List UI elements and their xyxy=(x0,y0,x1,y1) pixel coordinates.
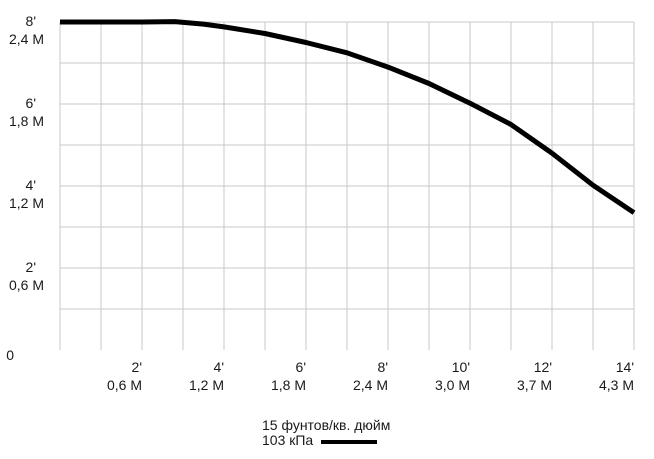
y-tick-label-ft: 0 xyxy=(6,347,14,363)
x-tick-label-m: 4,3 M xyxy=(599,377,634,393)
x-tick-label-ft: 4' xyxy=(214,359,224,375)
legend: 15 фунтов/кв. дюйм 103 кПа xyxy=(262,418,390,448)
x-tick-label-ft: 6' xyxy=(296,359,306,375)
y-tick-label-ft: 2' xyxy=(26,259,36,275)
y-tick-label-ft: 6' xyxy=(26,95,36,111)
y-tick-label-m: 1,2 M xyxy=(9,195,44,211)
x-tick-label-m: 3,7 M xyxy=(517,377,552,393)
y-tick-label-m: 0,6 M xyxy=(9,277,44,293)
x-tick-label-ft: 14' xyxy=(616,359,634,375)
x-tick-label-m: 3,0 M xyxy=(435,377,470,393)
x-tick-label-ft: 8' xyxy=(378,359,388,375)
y-tick-label-ft: 4' xyxy=(26,177,36,193)
legend-label-line1: 15 фунтов/кв. дюйм xyxy=(262,418,390,433)
x-tick-label-m: 1,8 M xyxy=(271,377,306,393)
x-tick-label-m: 1,2 M xyxy=(189,377,224,393)
y-tick-label-m: 1,8 M xyxy=(9,113,44,129)
y-tick-label-ft: 8' xyxy=(26,13,36,29)
x-tick-label-ft: 2' xyxy=(132,359,142,375)
y-tick-label-m: 2,4 M xyxy=(9,31,44,47)
legend-label-line2: 103 кПа xyxy=(262,433,313,448)
legend-swatch xyxy=(321,440,377,444)
x-tick-label-ft: 10' xyxy=(452,359,470,375)
x-tick-label-m: 0,6 M xyxy=(107,377,142,393)
x-tick-label-m: 2,4 M xyxy=(353,377,388,393)
tick-labels: 2' 0,6 M 4' 1,2 M 6' 1,8 M 8' 2,4 M 10' 3,0 M 12' 3… xyxy=(6,13,634,393)
grid xyxy=(60,22,634,350)
x-tick-label-ft: 12' xyxy=(534,359,552,375)
